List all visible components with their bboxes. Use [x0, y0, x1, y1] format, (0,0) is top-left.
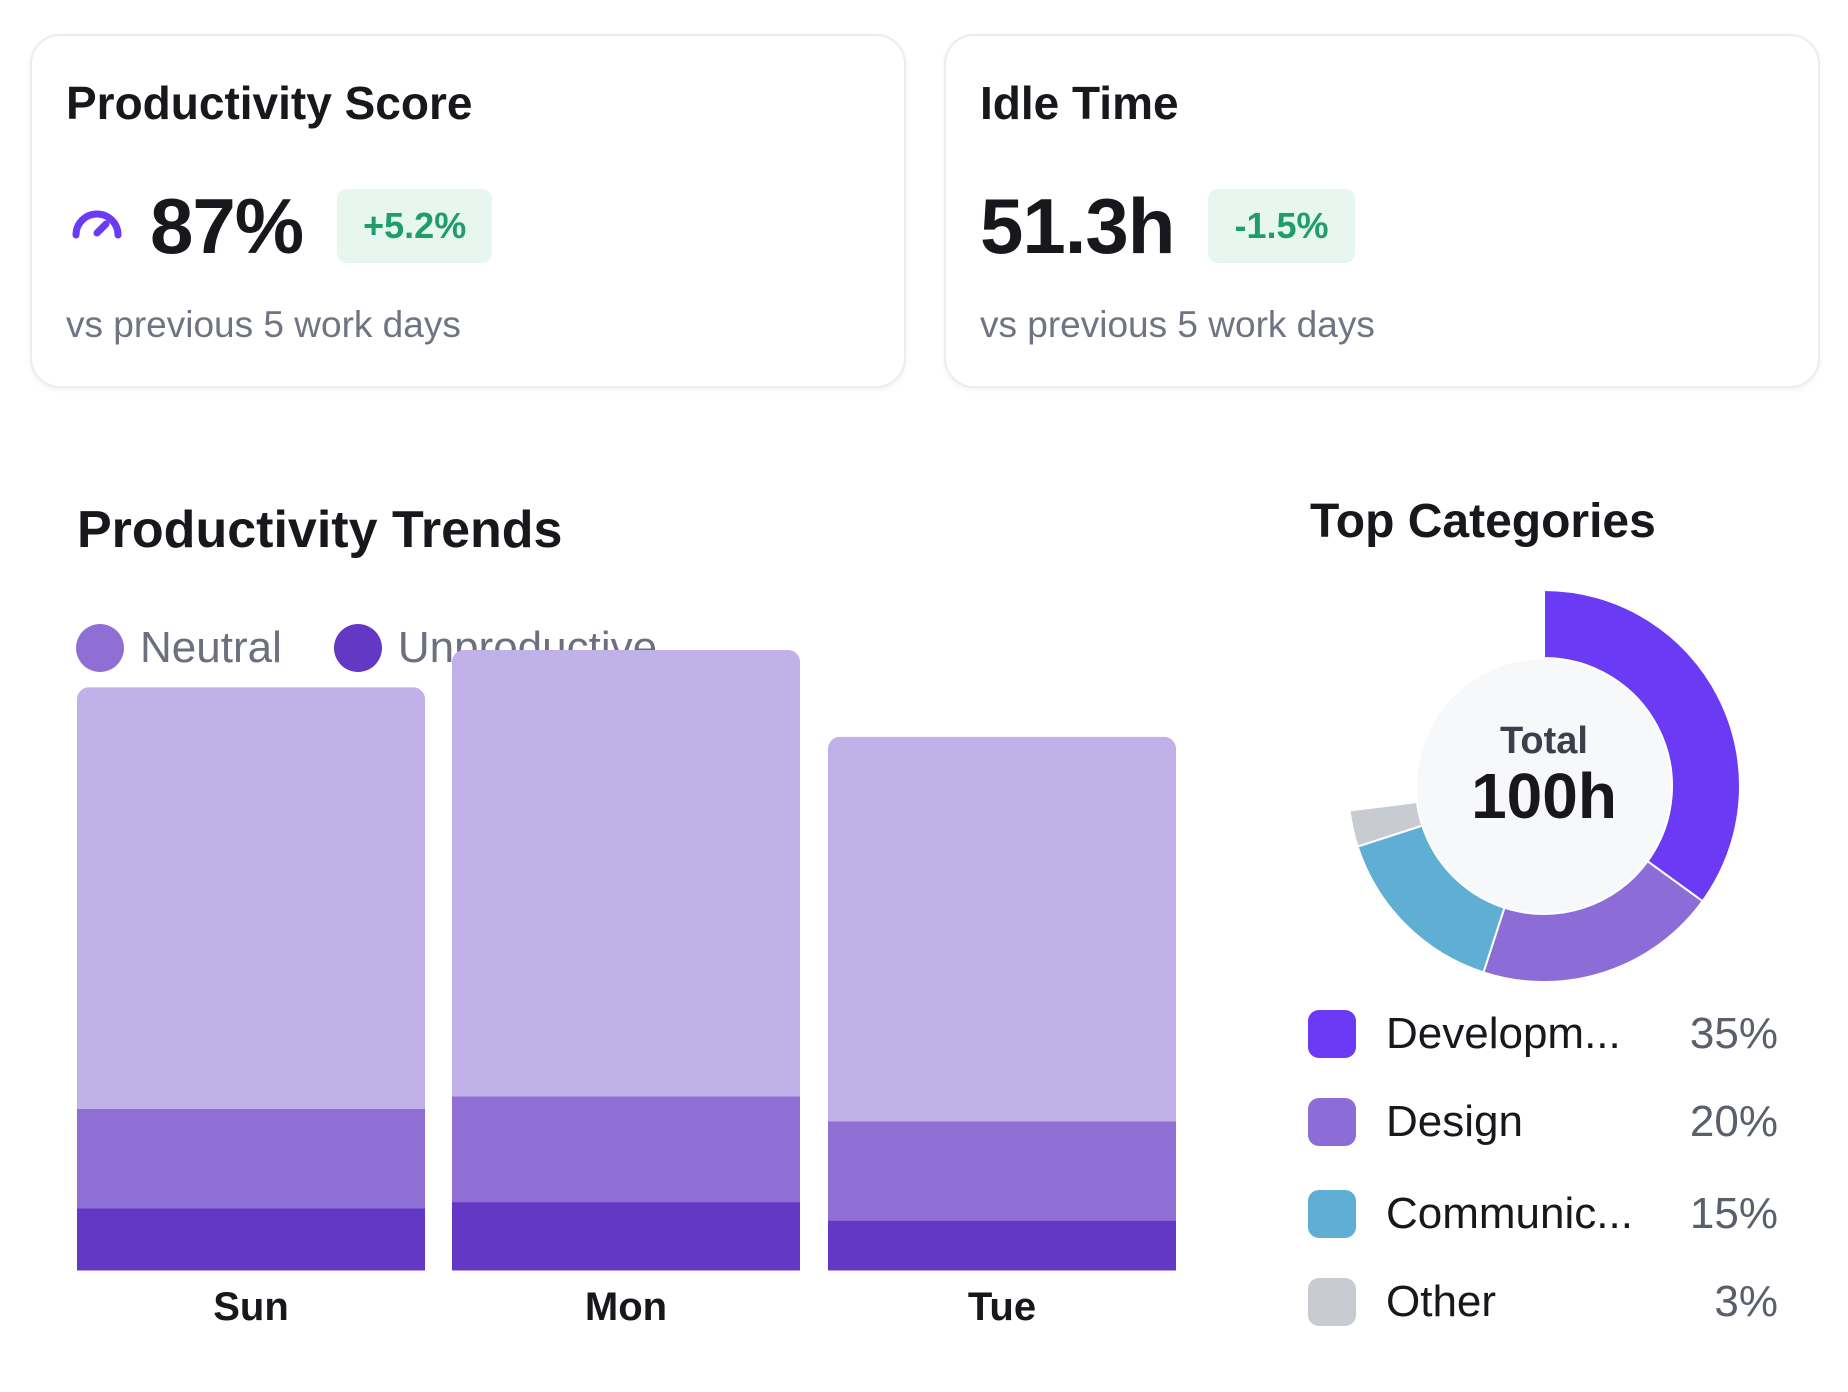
donut-slice-0[interactable] [1543, 588, 1741, 903]
donut-center: Total 100h [1416, 720, 1672, 830]
legend-item-neutral[interactable]: Neutral [76, 623, 282, 673]
bar-segment-mon-1[interactable] [452, 1096, 800, 1203]
idle-time-row: 51.3h -1.5% [980, 176, 1355, 276]
productivity-score-delta-badge: +5.2% [337, 189, 493, 263]
legend-label-neutral: Neutral [140, 623, 282, 672]
donut-total-value: 100h [1471, 760, 1617, 832]
idle-time-card: Idle Time 51.3h -1.5% vs previous 5 work… [944, 34, 1820, 388]
bar-segment-mon-2[interactable] [452, 650, 800, 1097]
category-row-other[interactable]: Other 3% [1308, 1272, 1778, 1332]
category-swatch [1308, 1098, 1356, 1146]
donut-hole [1417, 659, 1671, 913]
gauge-icon [72, 210, 122, 239]
productivity-score-title: Productivity Score [66, 77, 473, 129]
category-swatch [1308, 1278, 1356, 1326]
productivity-score-value: 87% [150, 181, 304, 270]
productivity-score-subtext: vs previous 5 work days [66, 304, 461, 345]
bar-segment-sun-2[interactable] [77, 687, 425, 1109]
bar-segment-sun-0[interactable] [77, 1208, 425, 1271]
category-percent: 15% [1689, 1189, 1778, 1238]
category-name: Developm... [1386, 1009, 1621, 1058]
productivity-score-row: 87% +5.2% [66, 176, 493, 276]
idle-time-subtext: vs previous 5 work days [980, 304, 1375, 345]
category-name: Communic... [1386, 1189, 1633, 1238]
bar-segment-tue-1[interactable] [828, 1121, 1176, 1221]
legend-dot-unproductive [333, 624, 382, 672]
legend-dot-neutral [76, 624, 124, 672]
category-percent: 35% [1689, 1009, 1778, 1058]
category-name: Design [1386, 1097, 1523, 1146]
bar-segment-tue-2[interactable] [828, 736, 1176, 1122]
bar-segment-sun-1[interactable] [77, 1108, 425, 1209]
idle-time-value: 51.3h [980, 181, 1175, 270]
donut-slice-3[interactable] [1348, 800, 1424, 848]
category-percent: 20% [1689, 1097, 1778, 1146]
category-row-design[interactable]: Design 20% [1308, 1092, 1778, 1152]
bars-group: Sun Mon Tue [77, 650, 1176, 1329]
x-tick-label: Mon [585, 1285, 667, 1329]
category-row-communication[interactable]: Communic... 15% [1308, 1184, 1778, 1244]
idle-time-delta-badge: -1.5% [1208, 189, 1355, 263]
top-categories-donut [1348, 588, 1741, 983]
top-categories-title: Top Categories [1310, 495, 1656, 548]
category-swatch [1308, 1010, 1356, 1058]
bar-segment-mon-0[interactable] [452, 1201, 800, 1271]
category-swatch [1308, 1190, 1356, 1238]
productivity-score-card: Productivity Score 87% +5.2% vs previous… [30, 34, 906, 388]
idle-time-title: Idle Time [980, 77, 1179, 129]
category-name: Other [1386, 1277, 1497, 1326]
x-tick-label: Tue [968, 1285, 1036, 1329]
category-percent: 3% [1714, 1277, 1778, 1326]
productivity-trends-title: Productivity Trends [77, 501, 563, 559]
bar-segment-tue-0[interactable] [828, 1220, 1176, 1271]
donut-total-label: Total [1500, 720, 1588, 762]
category-row-development[interactable]: Developm... 35% [1308, 1004, 1778, 1064]
x-tick-label: Sun [213, 1285, 289, 1329]
